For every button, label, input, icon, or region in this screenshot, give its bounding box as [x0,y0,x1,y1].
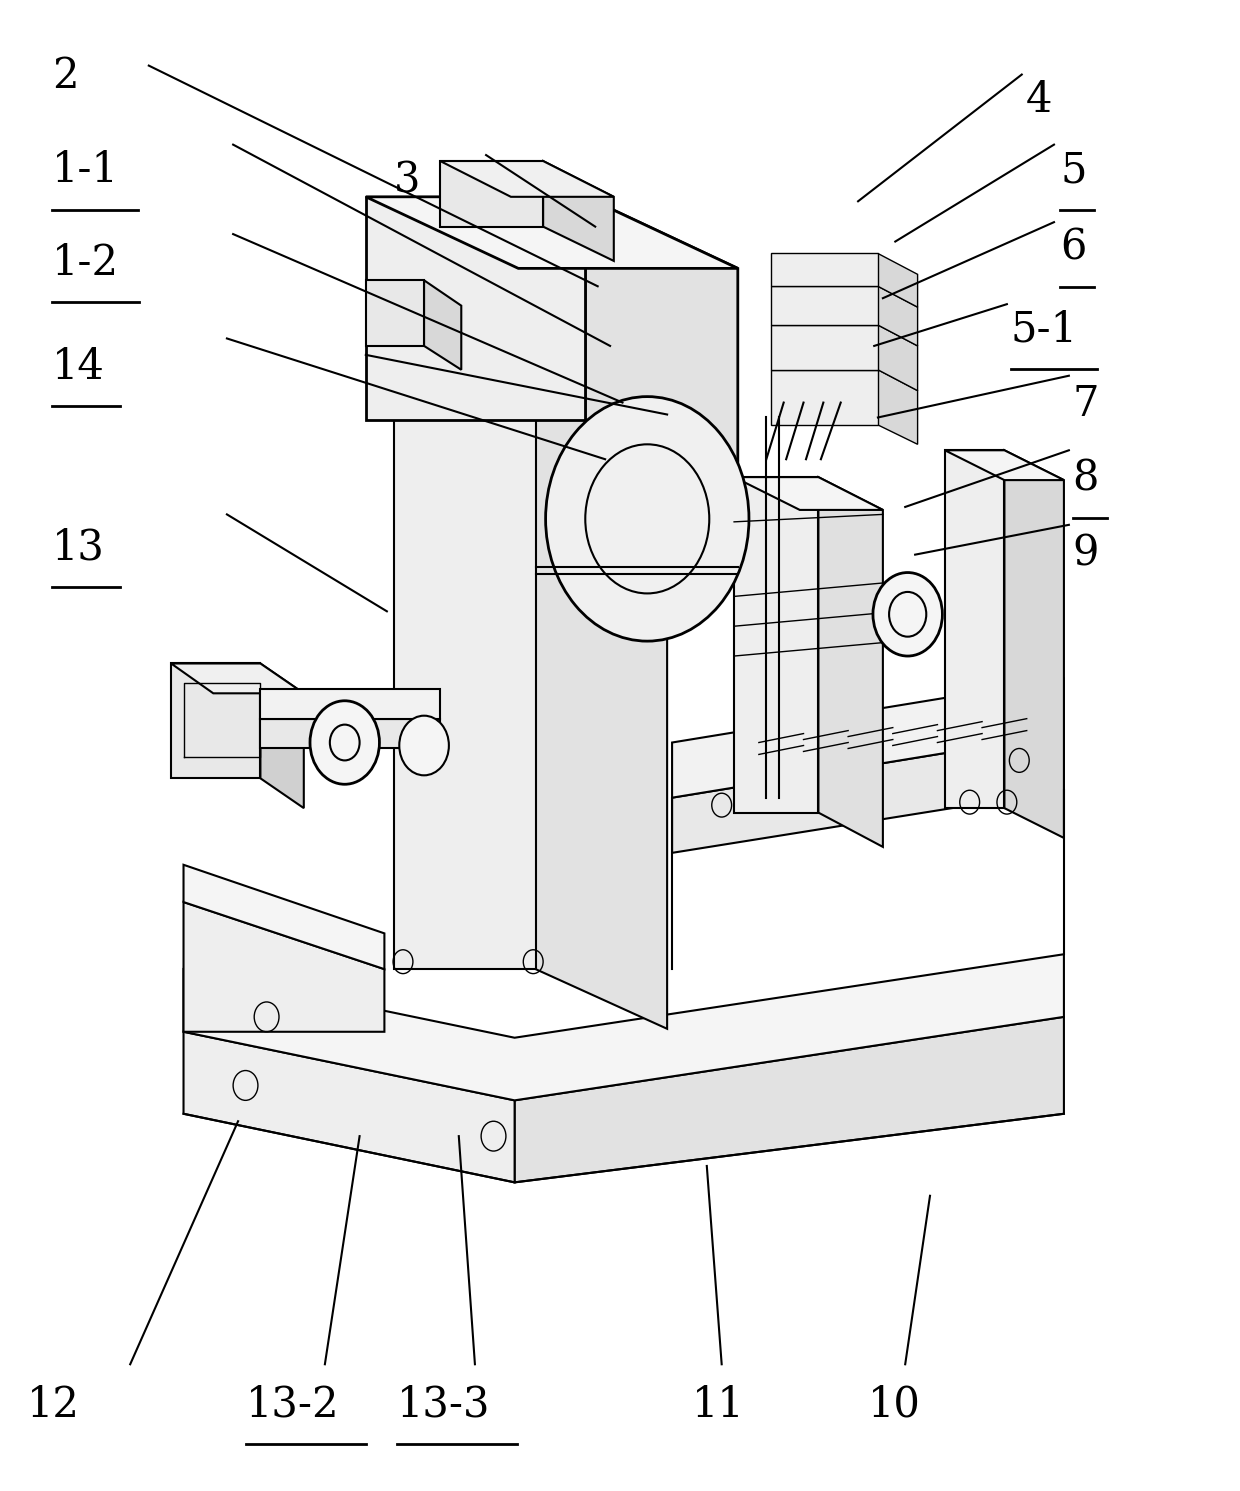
Polygon shape [734,477,883,510]
Polygon shape [945,450,1064,480]
Polygon shape [1004,450,1064,838]
Text: 6: 6 [1060,227,1086,268]
Polygon shape [424,280,461,370]
Circle shape [546,397,749,641]
Polygon shape [878,370,918,444]
Text: 1-2: 1-2 [52,242,119,283]
Polygon shape [366,197,585,420]
Polygon shape [394,355,667,414]
Polygon shape [945,450,1004,808]
Polygon shape [171,663,304,693]
Polygon shape [515,1017,1064,1182]
Text: 12: 12 [27,1384,81,1425]
Polygon shape [734,477,818,813]
Polygon shape [260,689,440,719]
Text: 13-3: 13-3 [397,1384,490,1425]
Polygon shape [771,370,878,425]
Polygon shape [672,678,1064,798]
Polygon shape [366,280,424,346]
Polygon shape [818,477,883,847]
Circle shape [310,701,379,784]
Polygon shape [878,286,918,346]
Polygon shape [184,1032,515,1182]
Polygon shape [771,253,878,286]
Polygon shape [536,355,667,1029]
Text: 7: 7 [1073,383,1099,425]
Text: 3: 3 [394,160,420,201]
Polygon shape [878,253,918,307]
Polygon shape [771,325,878,370]
Polygon shape [394,355,536,969]
Text: 5: 5 [1060,149,1086,191]
Polygon shape [771,286,878,325]
Polygon shape [260,663,304,808]
Polygon shape [184,902,384,1032]
Polygon shape [440,161,543,227]
Polygon shape [366,197,738,268]
Polygon shape [260,719,440,748]
Text: 13: 13 [52,526,105,568]
Polygon shape [672,734,1064,853]
Circle shape [873,573,942,656]
Polygon shape [878,325,918,391]
Polygon shape [171,663,260,778]
Text: 14: 14 [52,346,105,388]
Text: 9: 9 [1073,532,1099,574]
Polygon shape [585,197,738,492]
Circle shape [399,716,449,775]
Polygon shape [543,161,614,261]
Polygon shape [440,161,614,197]
Polygon shape [184,954,1064,1100]
Text: 13-2: 13-2 [246,1384,340,1425]
Text: 5-1: 5-1 [1011,309,1078,350]
Text: 11: 11 [692,1384,745,1425]
Text: 4: 4 [1025,79,1052,121]
Text: 2: 2 [52,55,78,97]
Text: 10: 10 [868,1384,921,1425]
Text: 8: 8 [1073,458,1099,499]
Text: 1-1: 1-1 [52,149,119,191]
Polygon shape [184,865,384,969]
